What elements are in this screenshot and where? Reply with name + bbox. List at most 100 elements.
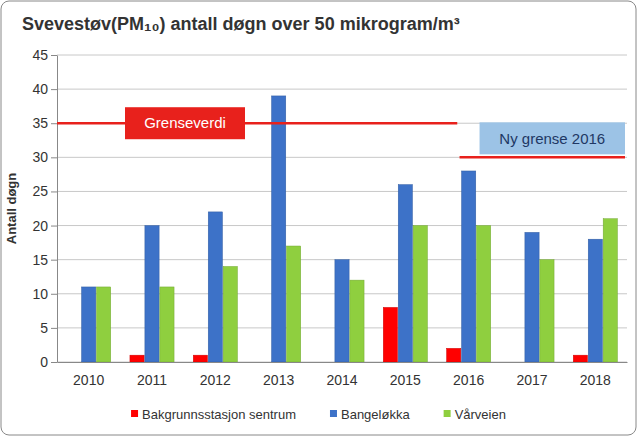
bar	[145, 226, 159, 362]
x-tick: 2017	[516, 362, 547, 388]
bar	[447, 348, 461, 362]
chart: 0510152025303540452010201120122013201420…	[0, 0, 637, 436]
bar	[573, 355, 587, 362]
x-tick: 2010	[73, 362, 104, 388]
y-tick-mark	[51, 294, 57, 295]
limit-line	[57, 122, 457, 125]
bar	[97, 287, 111, 362]
bar	[540, 260, 554, 362]
grid-line	[57, 191, 627, 192]
bar	[477, 226, 491, 362]
annotations: Grenseverdi Ny grense 2016	[125, 107, 625, 154]
y-tick-mark	[51, 362, 57, 363]
legend-swatch	[131, 410, 138, 417]
grid-line	[57, 157, 627, 158]
y-tick: 0	[40, 354, 57, 370]
x-tick: 2014	[326, 362, 357, 388]
x-tick-label: 2013	[263, 372, 294, 388]
x-axis-line	[58, 362, 628, 363]
grid-line	[57, 55, 627, 56]
annotation-box	[125, 107, 245, 139]
bar	[193, 355, 207, 362]
bar	[525, 232, 539, 362]
x-tick-label: 2012	[200, 372, 231, 388]
bar	[462, 171, 476, 362]
legend-item: Vårveien	[444, 407, 506, 422]
x-axis: 2010 2011 2012 2013 2014 2015 2016 2017 2018	[58, 362, 628, 388]
bar	[82, 287, 96, 362]
y-tick: 35	[32, 115, 57, 131]
legend-swatch	[330, 410, 337, 417]
x-tick: 2011	[137, 362, 167, 388]
y-tick-label: 35	[32, 115, 48, 131]
y-tick-mark	[51, 191, 57, 192]
bar	[398, 185, 412, 362]
x-tick: 2012	[200, 362, 231, 388]
x-tick: 2018	[580, 362, 611, 388]
x-tick-label: 2016	[453, 372, 484, 388]
x-tick-label: 2014	[326, 372, 357, 388]
y-tick-mark	[51, 226, 57, 227]
y-axis-line	[57, 56, 58, 363]
y-axis: 0 5 10 15 20 25 30 35 40 45	[32, 47, 57, 370]
x-tick-label: 2011	[137, 372, 167, 388]
x-tick: 2015	[390, 362, 421, 388]
marks	[57, 96, 625, 362]
bar	[160, 287, 174, 362]
legend-item: Bakgrunnsstasjon sentrum	[131, 407, 296, 422]
bar	[223, 266, 237, 362]
legend-label: Vårveien	[455, 407, 506, 422]
series	[97, 219, 618, 362]
x-tick-label: 2017	[516, 372, 547, 388]
legend-label: Bakgrunnsstasjon sentrum	[142, 407, 296, 422]
bar	[208, 212, 222, 362]
grid-line	[57, 89, 627, 90]
title: Svevestøv(PM₁₀) antall døgn over 50 mikr…	[22, 14, 460, 34]
y-tick-mark	[51, 260, 57, 261]
annotation-label: Ny grense 2016	[499, 130, 605, 147]
legend-item: Bangeløkka	[330, 407, 410, 422]
y-tick: 25	[32, 183, 57, 199]
y-tick-mark	[51, 123, 57, 124]
bar	[350, 280, 364, 362]
y-tick-label: 45	[32, 47, 48, 63]
y-tick-label: 40	[32, 81, 48, 97]
legend-label: Bangeløkka	[341, 407, 410, 422]
x-tick-label: 2018	[580, 372, 611, 388]
y-tick: 45	[32, 47, 57, 63]
chart-frame	[1, 1, 636, 435]
bar	[272, 96, 286, 362]
y-tick-label: 10	[32, 286, 48, 302]
y-tick-label: 15	[32, 252, 48, 268]
x-tick-label: 2010	[73, 372, 104, 388]
y-axis-title: Antall døgn	[4, 173, 19, 245]
x-tick-label: 2015	[390, 372, 421, 388]
y-tick-label: 25	[32, 183, 48, 199]
plot: 0510152025303540452010201120122013201420…	[32, 47, 627, 388]
y-tick: 10	[32, 286, 57, 302]
y-tick: 15	[32, 252, 57, 268]
limit-line	[460, 156, 625, 159]
bar	[287, 246, 301, 362]
bar	[413, 226, 427, 362]
y-tick-mark	[51, 89, 57, 90]
bar	[588, 239, 602, 362]
x-tick: 2013	[263, 362, 294, 388]
y-tick-mark	[51, 157, 57, 158]
grid	[57, 55, 627, 362]
grid-line	[57, 225, 627, 226]
y-tick-label: 30	[32, 149, 48, 165]
bar	[335, 260, 349, 362]
y-tick-mark	[51, 328, 57, 329]
annotation-label: Grenseverdi	[144, 114, 226, 131]
y-tick-mark	[51, 55, 57, 56]
y-tick-label: 0	[40, 354, 48, 370]
y-tick-label: 5	[40, 320, 48, 336]
bar	[130, 355, 144, 362]
legend: Bakgrunnsstasjon sentrum Bangeløkka Vårvei…	[131, 407, 506, 422]
y-tick-label: 20	[32, 218, 48, 234]
bar	[383, 307, 397, 362]
bar	[603, 219, 617, 362]
y-tick: 5	[40, 320, 57, 336]
x-tick: 2016	[453, 362, 484, 388]
